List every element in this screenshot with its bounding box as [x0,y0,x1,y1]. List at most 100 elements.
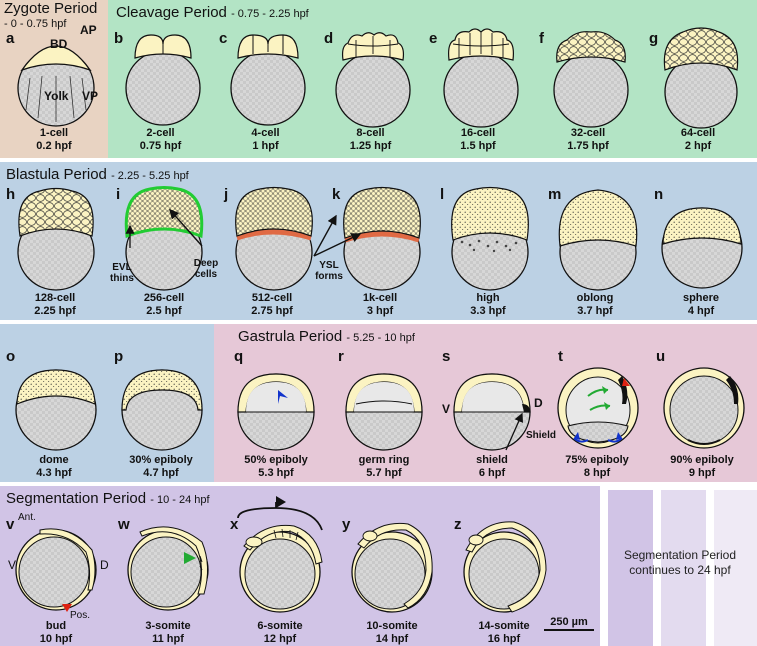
stage-caption: 75% epiboly 8 hpf [542,454,652,480]
stage-letter: b [114,30,124,47]
stage-name: 6-somite [257,620,303,632]
stage-name: germ ring [358,454,410,466]
stage-j: j 512-cell 2.75 hpf [218,186,326,320]
stage-y: y 10-somite 14 hpf [336,510,448,646]
stage-name: 1k-cell [362,292,398,304]
stage-name: 3-somite [145,620,191,632]
embryo-high [451,186,529,291]
scale-bar: 250 µm [544,616,594,631]
stage-time: 1 hpf [252,140,279,152]
label-vp: VP [82,89,99,103]
cleavage-period-title: Cleavage Period - 0.75 - 2.25 hpf [116,4,309,21]
embryo-dome [15,369,97,451]
stage-letter: l [440,186,445,203]
segmentation-title-text: Segmentation Period [6,490,147,507]
stage-e: e 16-cell 1.5 hpf [423,28,533,158]
stage-name: high [476,292,500,304]
embryo-30-epiboly [121,369,203,451]
cleavage-period-panel: Cleavage Period - 0.75 - 2.25 hpf b 2-ce… [108,0,757,158]
stage-time: 1.75 hpf [567,140,609,152]
continuation-note: Segmentation Period continues to 24 hpf [623,548,737,577]
stage-letter: w [118,516,130,533]
cleavage-range-text: - 0.75 - 2.25 hpf [231,8,309,20]
stage-letter: v [6,516,15,533]
stage-name: shield [476,454,508,466]
stage-w: w 3-somite 11 hpf [112,510,224,646]
stage-caption: 256-cell 2.5 hpf [110,292,218,318]
stage-f: f 32-cell 1.75 hpf [533,30,643,158]
stage-letter: k [332,186,341,203]
embryo-128-cell [17,187,95,291]
embryo-16-cell [443,28,519,128]
stage-caption: 50% epiboly 5.3 hpf [222,454,330,480]
stage-h: h 128-cell 2.25 hpf [0,186,110,320]
stage-time: 2 hpf [684,140,712,152]
stage-i: i EVL thins Deep cells 256-cell 2.5 hpf [110,186,218,320]
embryo-64-cell [663,27,739,129]
segmentation-period-title: Segmentation Period - 10 - 24 hpf [6,490,210,507]
stage-name: 64-cell [680,127,716,139]
stage-caption: high 3.3 hpf [434,292,542,318]
stage-time: 9 hpf [688,467,716,479]
stage-name: 2-cell [146,127,175,139]
label-dorsal: D [100,558,109,572]
stage-caption: oblong 3.7 hpf [542,292,648,318]
embryo-bud [15,528,97,612]
stage-name: 10-somite [366,620,418,632]
embryo-75-epiboly [557,367,639,449]
blastula-range-text: - 2.25 - 5.25 hpf [111,170,189,182]
stage-name: 512-cell [251,292,293,304]
stage-time: 4 hpf [687,305,715,317]
stage-time: 4.3 hpf [36,467,72,479]
label-shield: Shield [526,430,557,441]
embryo-1k-cell [313,186,421,291]
scale-bar-line [544,629,594,631]
label-posterior: Pos. [70,610,91,621]
gastrula-range-text: - 5.25 - 10 hpf [346,332,415,344]
zygote-period-title: Zygote Period - 0 - 0.75 hpf [4,1,97,31]
stage-name: bud [45,620,67,632]
stage-caption: 1k-cell 3 hpf [326,292,434,318]
stage-time: 8 hpf [583,467,611,479]
stage-time: 3 hpf [366,305,394,317]
stage-letter: h [6,186,16,203]
stage-time: 2.75 hpf [251,305,293,317]
embryo-6-somite [237,496,323,613]
stage-c: c 4-cell 1 hpf [213,30,318,158]
zygote-period-panel: Zygote Period - 0 - 0.75 hpf a BD AP Yol… [0,0,108,158]
label-yolk: Yolk [44,89,69,103]
stage-name: 14-somite [478,620,530,632]
stage-name: dome [39,454,69,466]
stage-name: 1-cell [39,127,69,139]
stage-letter: e [429,30,438,47]
embryo-32-cell [553,31,629,128]
stage-b: b 2-cell 0.75 hpf [108,30,213,158]
stage-time: 0.2 hpf [36,140,72,152]
blastula-period-title: Blastula Period - 2.25 - 5.25 hpf [6,166,189,183]
stage-caption: 512-cell 2.75 hpf [218,292,326,318]
stage-u: u 90% epiboly 9 hpf [648,348,756,482]
embryo-germ-ring [345,373,423,451]
stage-t: t 75% epiboly 8 hpf [538,348,648,482]
embryo-2-cell [125,34,201,126]
stage-letter: o [6,348,16,365]
segmentation-continuation-panel: Segmentation Period continues to 24 hpf [600,486,757,646]
stage-time: 16 hpf [487,633,521,645]
stage-caption: shield 6 hpf [438,454,546,480]
embryo-50-epiboly [237,373,315,451]
stage-caption: sphere 4 hpf [648,292,754,318]
embryo-90-epiboly [663,367,745,449]
segmentation-period-panel: Segmentation Period - 10 - 24 hpf v Ant.… [0,486,600,646]
stage-d: d 8-cell 1.25 hpf [318,30,423,158]
stage-time: 1.5 hpf [460,140,496,152]
zygote-range-text: - 0 - 0.75 hpf [4,18,67,30]
stage-p: p 30% epiboly 4.7 hpf [108,348,214,482]
embryo-3-somite [127,526,209,611]
stage-caption: 64-cell 2 hpf [643,127,753,153]
stage-name: 128-cell [34,292,76,304]
stage-time: 14 hpf [375,633,409,645]
blastula-continuation-panel: o dome 4.3 hpf p 30% epiboly 4.7 hpf [0,324,214,482]
embryo-4-cell [230,34,306,126]
embryo-oblong [558,189,638,291]
stage-time: 10 hpf [39,633,73,645]
